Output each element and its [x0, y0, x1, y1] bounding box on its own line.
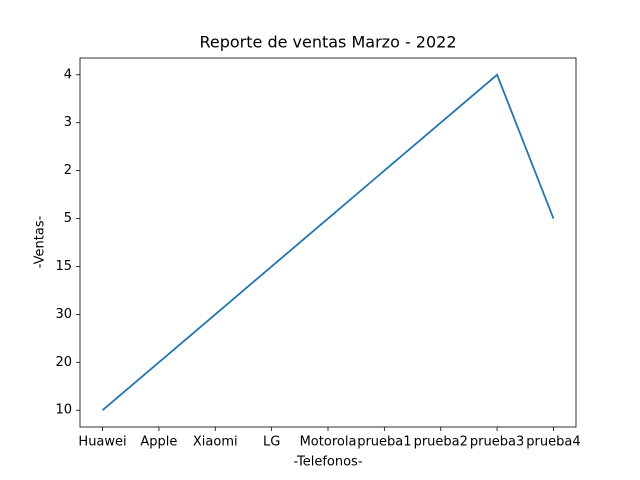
x-tick-label: Motorola	[300, 435, 357, 450]
line	[101, 73, 555, 411]
y-tick-label: 20	[55, 355, 72, 370]
x-tick-label: Apple	[140, 435, 177, 450]
y-tick-label: 15	[55, 259, 72, 274]
x-tick-label: prueba1	[357, 435, 411, 450]
chart-title: Reporte de ventas Marzo - 2022	[199, 33, 456, 52]
x-tick-label: Huawei	[78, 435, 126, 450]
y-tick-label: 30	[55, 307, 72, 322]
x-tick-label: Xiaomi	[193, 435, 238, 450]
y-tick-label: 3	[64, 115, 72, 130]
y-tick-label: 2	[64, 163, 72, 178]
x-tick-label: LG	[263, 435, 280, 450]
y-tick-label: 4	[64, 67, 72, 82]
x-tick-label: prueba3	[470, 435, 524, 450]
y-tick-label: 10	[55, 403, 72, 418]
y-axis-label: -Ventas-	[33, 215, 48, 268]
y-tick-label: 5	[64, 211, 72, 226]
x-tick-label: prueba2	[414, 435, 468, 450]
plot-frame	[79, 57, 577, 428]
x-tick-label: prueba4	[526, 435, 580, 450]
x-axis-label: -Telefonos-	[293, 455, 362, 470]
